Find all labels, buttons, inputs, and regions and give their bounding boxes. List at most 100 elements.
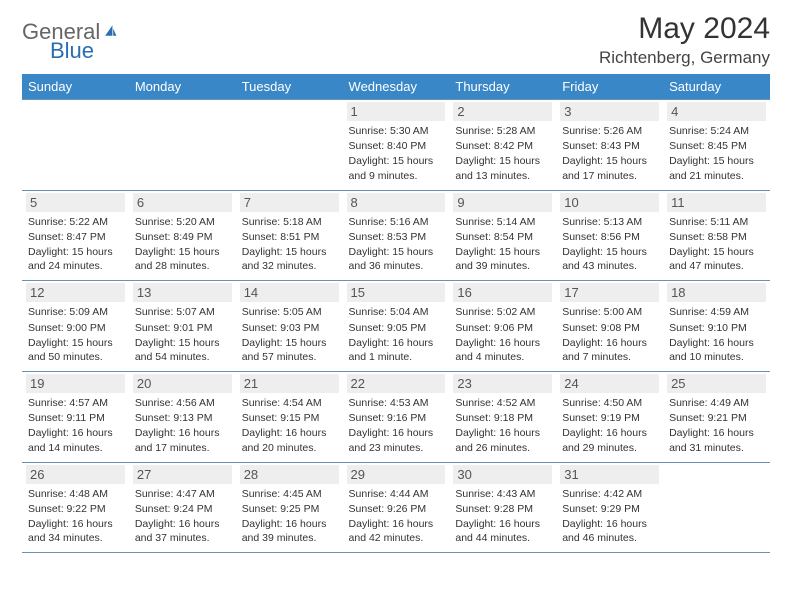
day-details: Sunrise: 5:28 AMSunset: 8:42 PMDaylight:… [453, 124, 552, 183]
sunset-text: Sunset: 9:28 PM [455, 502, 550, 516]
daylight-text: Daylight: 16 hours and 31 minutes. [669, 426, 764, 454]
day-details: Sunrise: 5:00 AM Sunset: 9:08 PMDaylight:… [560, 305, 659, 364]
calendar-cell: 25Sunrise: 4:49 AMSunset: 9:21 PMDayligh… [663, 372, 770, 463]
calendar-row: 26Sunrise: 4:48 AMSunset: 9:22 PMDayligh… [22, 462, 770, 553]
day-number: 29 [347, 465, 446, 484]
sunrise-text: Sunrise: 5:09 AM [28, 305, 123, 319]
weekday-header: Tuesday [236, 74, 343, 100]
sunset-text: Sunset: 9:05 PM [349, 321, 444, 335]
calendar-cell: 27Sunrise: 4:47 AMSunset: 9:24 PMDayligh… [129, 462, 236, 553]
sunset-text: Sunset: 8:49 PM [135, 230, 230, 244]
day-details: Sunrise: 4:42 AMSunset: 9:29 PMDaylight:… [560, 487, 659, 546]
day-number: 16 [453, 283, 552, 302]
day-details: Sunrise: 5:14 AMSunset: 8:54 PMDaylight:… [453, 215, 552, 274]
sunset-text: Sunset: 9:22 PM [28, 502, 123, 516]
sunrise-text: Sunrise: 4:49 AM [669, 396, 764, 410]
day-details: Sunrise: 4:50 AMSunset: 9:19 PMDaylight:… [560, 396, 659, 455]
day-number: 3 [560, 102, 659, 121]
day-details: Sunrise: 5:13 AMSunset: 8:56 PMDaylight:… [560, 215, 659, 274]
sunset-text: Sunset: 9:03 PM [242, 321, 337, 335]
day-number: 25 [667, 374, 766, 393]
day-details: Sunrise: 5:30 AMSunset: 8:40 PMDaylight:… [347, 124, 446, 183]
calendar-cell [22, 100, 129, 191]
daylight-text: Daylight: 16 hours and 34 minutes. [28, 517, 123, 545]
daylight-text: Daylight: 16 hours and 7 minutes. [562, 336, 657, 364]
daylight-text: Daylight: 15 hours and 50 minutes. [28, 336, 123, 364]
sunset-text: Sunset: 8:47 PM [28, 230, 123, 244]
sunrise-text: Sunrise: 5:22 AM [28, 215, 123, 229]
sail-icon [101, 19, 119, 44]
sunset-text: Sunset: 8:40 PM [349, 139, 444, 153]
calendar-cell: 16 Sunrise: 5:02 AMSunset: 9:06 PMDayligh… [449, 281, 556, 372]
calendar-cell: 22Sunrise: 4:53 AMSunset: 9:16 PMDayligh… [343, 372, 450, 463]
day-number: 31 [560, 465, 659, 484]
day-details: Sunrise: 4:53 AMSunset: 9:16 PMDaylight:… [347, 396, 446, 455]
calendar-cell: 17Sunrise: 5:00 AMSunset: 9:08 PMDayligh… [556, 281, 663, 372]
sunset-text: Sunset: 9:16 PM [349, 411, 444, 425]
daylight-text: Daylight: 15 hours and 47 minutes. [669, 245, 764, 273]
day-details: Sunrise: 4:45 AMSunset: 9:25 PMDaylight:… [240, 487, 339, 546]
calendar-cell: 6Sunrise: 5:20 AMSunset: 8:49 PMDaylight… [129, 190, 236, 281]
header: GeneralBlue May 2024 Richtenberg, German… [22, 12, 770, 68]
day-number: 27 [133, 465, 232, 484]
sunset-text: Sunset: 9:24 PM [135, 502, 230, 516]
sunset-text: Sunset: 8:43 PM [562, 139, 657, 153]
calendar-cell: 1Sunrise: 5:30 AMSunset: 8:40 PMDaylight… [343, 100, 450, 191]
day-details: Sunrise: 5:05 AMSunset: 9:03 PMDaylight:… [240, 305, 339, 364]
daylight-text: Daylight: 16 hours and 42 minutes. [349, 517, 444, 545]
sunset-text: Sunset: 8:56 PM [562, 230, 657, 244]
daylight-text: Daylight: 16 hours and 14 minutes. [28, 426, 123, 454]
day-details: Sunrise: 4:54 AMSunset: 9:15 PMDaylight:… [240, 396, 339, 455]
sunrise-text: Sunrise: 4:50 AM [562, 396, 657, 410]
day-details: Sunrise: 4:44 AMSunset: 9:26 PMDaylight:… [347, 487, 446, 546]
daylight-text: Daylight: 15 hours and 21 minutes. [669, 154, 764, 182]
sunrise-text: Sunrise: 5:05 AM [242, 305, 337, 319]
day-number: 20 [133, 374, 232, 393]
sunset-text: Sunset: 9:15 PM [242, 411, 337, 425]
day-number: 18 [667, 283, 766, 302]
day-details: Sunrise: 5:09 AMSunset: 9:00 PMDaylight:… [26, 305, 125, 364]
day-details: Sunrise: 5:26 AMSunset: 8:43 PMDaylight:… [560, 124, 659, 183]
sunset-text: Sunset: 8:42 PM [455, 139, 550, 153]
weekday-header: Friday [556, 74, 663, 100]
calendar-cell: 28Sunrise: 4:45 AMSunset: 9:25 PMDayligh… [236, 462, 343, 553]
day-number: 19 [26, 374, 125, 393]
sunrise-text: Sunrise: 4:56 AM [135, 396, 230, 410]
sunset-text: Sunset: 9:08 PM [562, 321, 657, 335]
weekday-header: Sunday [22, 74, 129, 100]
day-details: Sunrise: 4:57 AMSunset: 9:11 PMDaylight:… [26, 396, 125, 455]
sunset-text: Sunset: 8:45 PM [669, 139, 764, 153]
calendar-cell [663, 462, 770, 553]
sunset-text: Sunset: 9:18 PM [455, 411, 550, 425]
day-number: 2 [453, 102, 552, 121]
sunrise-text: Sunrise: 5:24 AM [669, 124, 764, 138]
daylight-text: Daylight: 15 hours and 13 minutes. [455, 154, 550, 182]
sunrise-text: Sunrise: 4:54 AM [242, 396, 337, 410]
sunrise-text: Sunrise: 4:47 AM [135, 487, 230, 501]
calendar-row: 19 Sunrise: 4:57 AMSunset: 9:11 PMDayligh… [22, 372, 770, 463]
sunrise-text: Sunrise: 5:00 AM [562, 305, 657, 319]
daylight-text: Daylight: 16 hours and 26 minutes. [455, 426, 550, 454]
calendar-cell: 30Sunrise: 4:43 AMSunset: 9:28 PMDayligh… [449, 462, 556, 553]
brand-logo: GeneralBlue [22, 20, 119, 62]
day-details: Sunrise: 5:02 AMSunset: 9:06 PMDaylight:… [453, 305, 552, 364]
sunrise-text: Sunrise: 5:16 AM [349, 215, 444, 229]
day-details: Sunrise: 5:07 AMSunset: 9:01 PMDaylight:… [133, 305, 232, 364]
calendar-cell: 4Sunrise: 5:24 AMSunset: 8:45 PMDaylight… [663, 100, 770, 191]
page-title: May 2024 [599, 12, 770, 46]
day-details: Sunrise: 4:59 AMSunset: 9:10 PMDaylight:… [667, 305, 766, 364]
sunrise-text: Sunrise: 4:57 AM [28, 396, 123, 410]
sunrise-text: Sunrise: 5:11 AM [669, 215, 764, 229]
day-details: Sunrise: 5:18 AMSunset: 8:51 PMDaylight:… [240, 215, 339, 274]
sunset-text: Sunset: 9:19 PM [562, 411, 657, 425]
daylight-text: Daylight: 15 hours and 9 minutes. [349, 154, 444, 182]
sunrise-text: Sunrise: 5:26 AM [562, 124, 657, 138]
calendar-cell: 24Sunrise: 4:50 AMSunset: 9:19 PMDayligh… [556, 372, 663, 463]
day-number: 10 [560, 193, 659, 212]
calendar-cell [129, 100, 236, 191]
calendar-cell: 19 Sunrise: 4:57 AMSunset: 9:11 PMDayligh… [22, 372, 129, 463]
daylight-text: Daylight: 16 hours and 17 minutes. [135, 426, 230, 454]
daylight-text: Daylight: 16 hours and 39 minutes. [242, 517, 337, 545]
sunset-text: Sunset: 9:25 PM [242, 502, 337, 516]
calendar-row: 12Sunrise: 5:09 AMSunset: 9:00 PMDayligh… [22, 281, 770, 372]
